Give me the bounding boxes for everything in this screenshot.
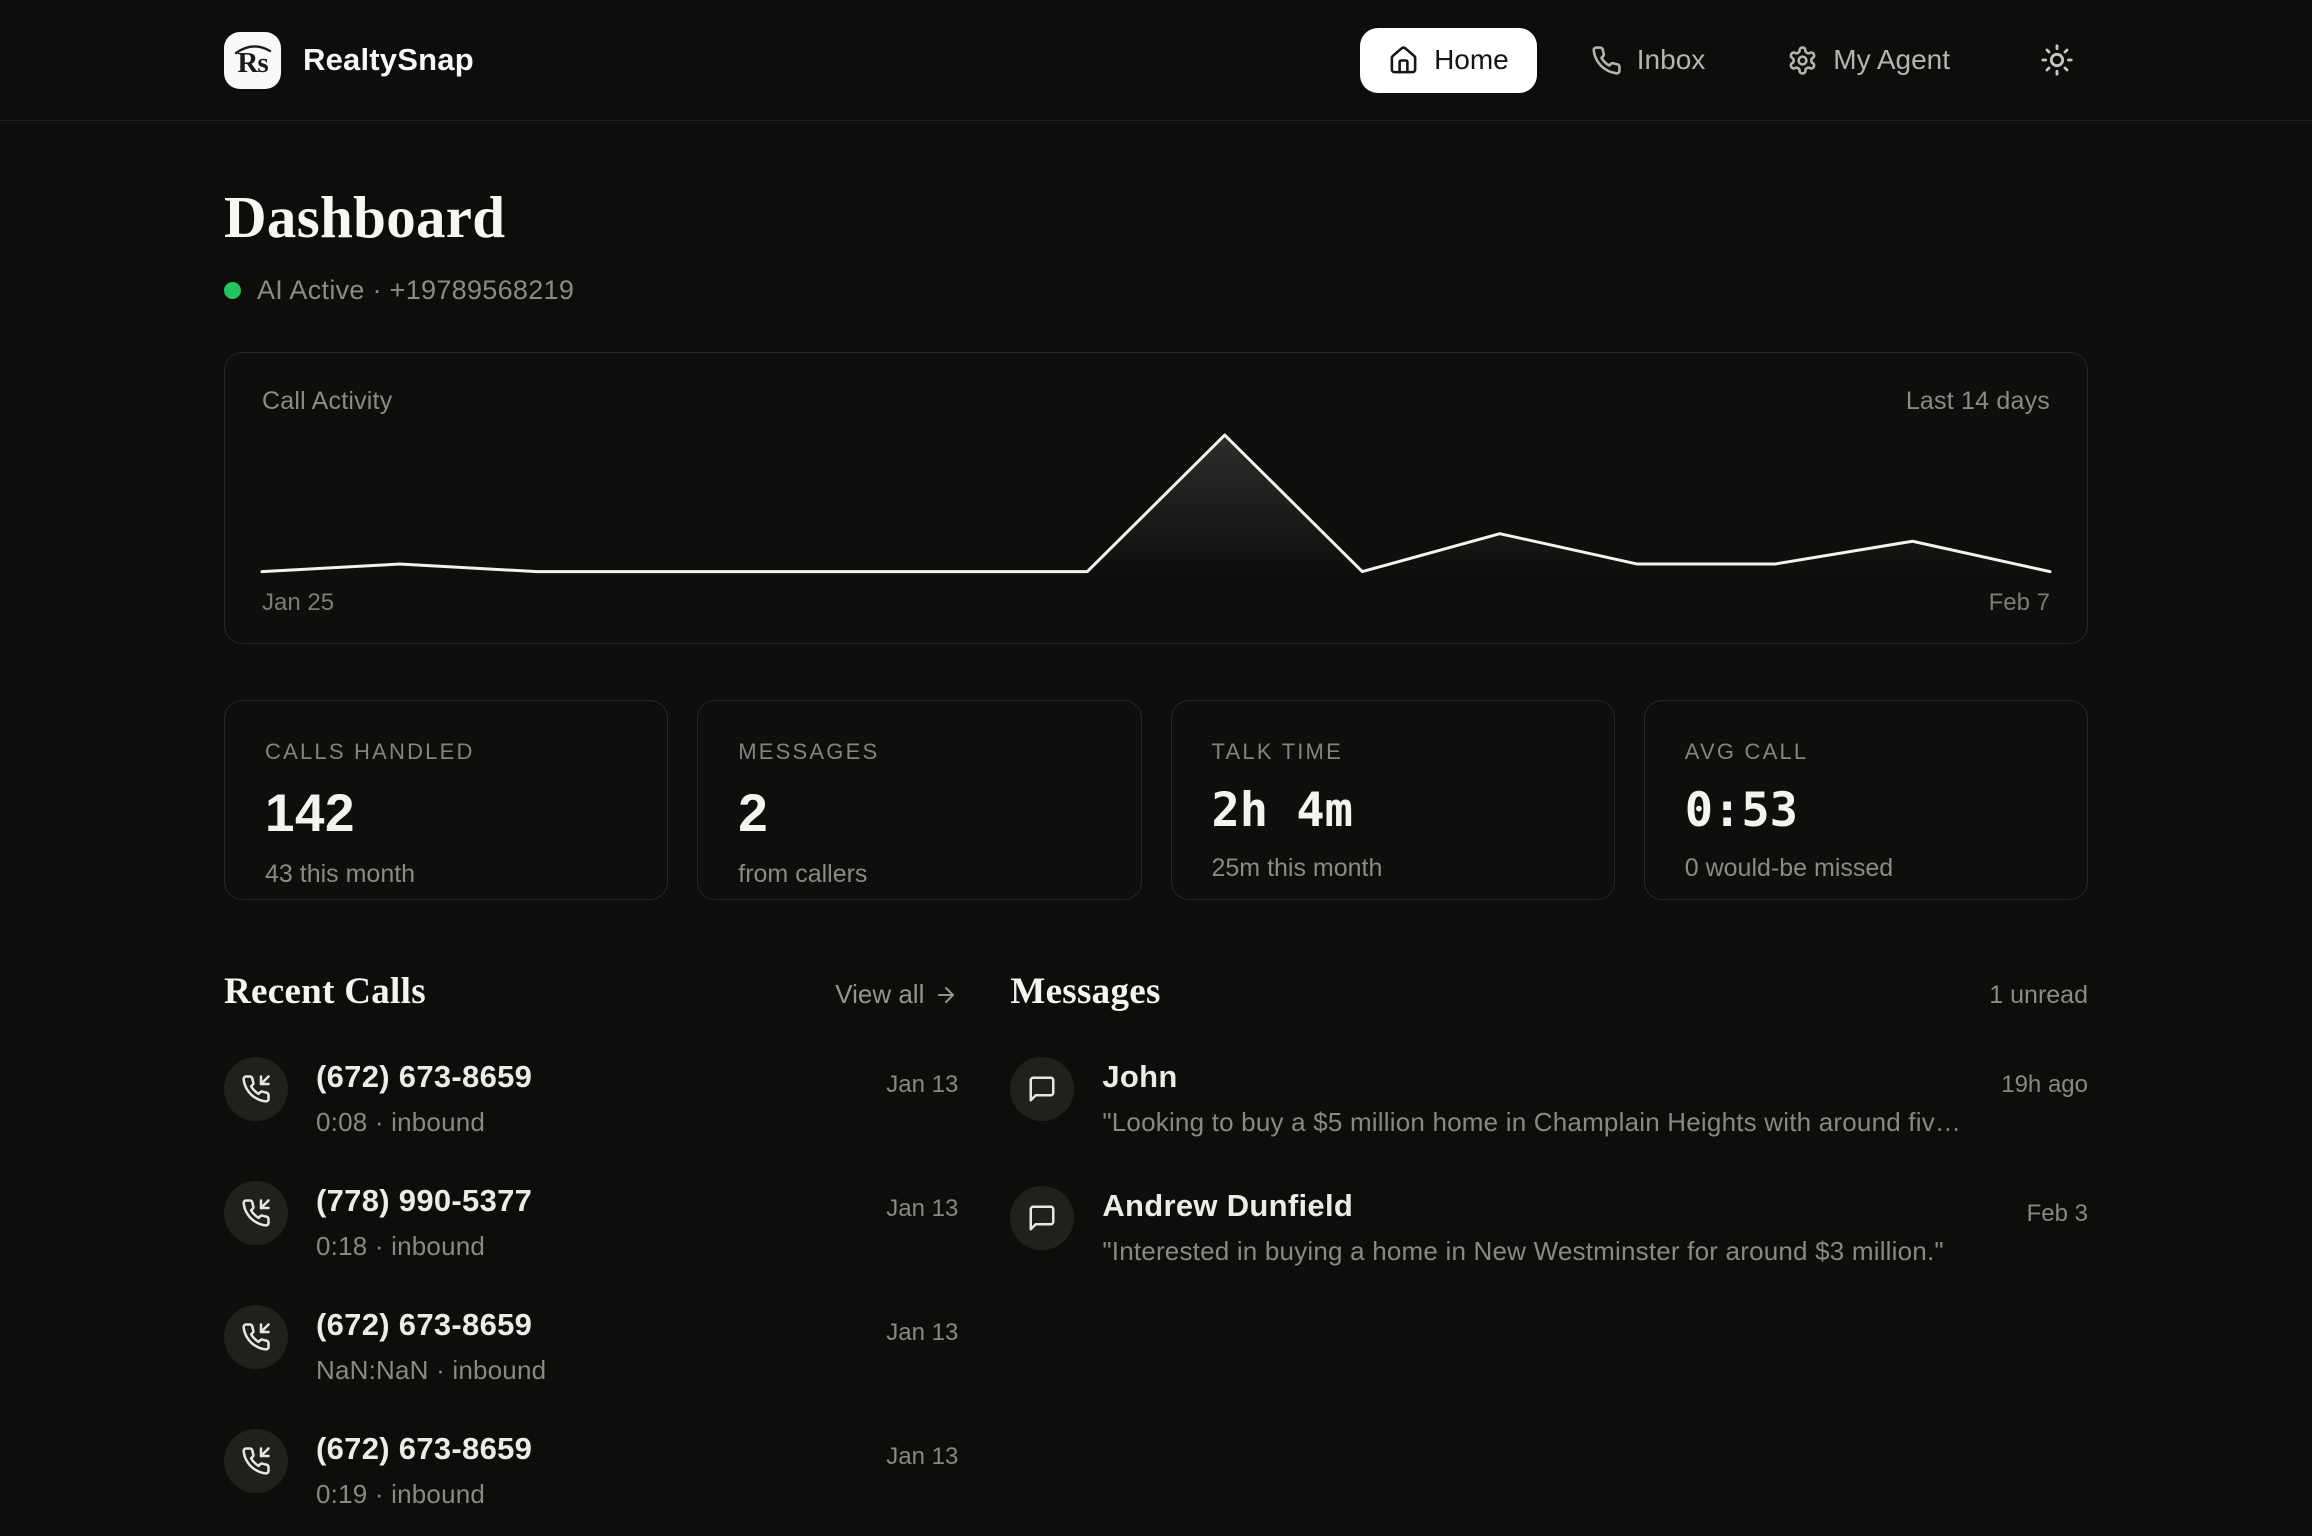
chart-line <box>262 435 2050 572</box>
call-row[interactable]: (672) 673-8659 NaN:NaN · inbound Jan 13 <box>224 1305 958 1386</box>
call-meta: NaN:NaN · inbound <box>316 1355 547 1385</box>
call-date: Jan 13 <box>886 1071 959 1098</box>
chat-bubble-icon <box>1029 1205 1055 1231</box>
stat-subtext: 0 would-be missed <box>1684 854 1894 882</box>
stat-label: CALLS HANDLED <box>265 739 475 764</box>
chart-range-label: Last 14 days <box>1905 387 2050 415</box>
logo-monogram: Rs <box>237 46 268 79</box>
message-preview: "Looking to buy a $5 million home in Cha… <box>1102 1107 1974 1137</box>
recent-calls-list: (672) 673-8659 0:08 · inbound Jan 13 <box>224 1057 958 1536</box>
recent-calls-section: Recent Calls View all <box>224 970 958 1536</box>
status-active-dot <box>224 282 241 299</box>
call-date: Jan 13 <box>886 1319 959 1346</box>
call-phone-number: (778) 990-5377 <box>316 1183 533 1218</box>
theme-toggle-button[interactable] <box>2026 29 2088 91</box>
stat-label: AVG CALL <box>1684 739 1809 764</box>
agent-status: AI Active · +19789568219 <box>224 275 2088 306</box>
call-phone-number: (672) 673-8659 <box>316 1307 533 1342</box>
top-navigation-bar: Rs RealtySnap Home Inbox <box>0 0 2312 121</box>
call-phone-number: (672) 673-8659 <box>316 1059 533 1094</box>
call-meta: 0:08 · inbound <box>316 1107 486 1137</box>
recent-calls-title: Recent Calls <box>224 971 426 1012</box>
call-avatar <box>224 1305 288 1369</box>
stats-row: CALLS HANDLED 142 43 this month MESSAGES… <box>224 700 2088 900</box>
call-row[interactable]: (778) 990-5377 0:18 · inbound Jan 13 <box>224 1181 958 1262</box>
home-icon <box>1390 45 1417 73</box>
stat-label: MESSAGES <box>738 739 880 764</box>
sun-icon <box>2041 44 2073 76</box>
page-title: Dashboard <box>224 184 506 250</box>
main-nav: Home Inbox My Agent <box>1360 27 2088 93</box>
nav-item-label: My Agent <box>1833 44 1950 75</box>
messages-title: Messages <box>1010 971 1161 1012</box>
message-row[interactable]: John "Looking to buy a $5 million home i… <box>1010 1057 2088 1138</box>
chart-x-start-label: Jan 25 <box>262 589 335 616</box>
call-meta: 0:18 · inbound <box>316 1231 486 1261</box>
messages-section: Messages 1 unread John "Looking to buy a… <box>1010 970 2088 1536</box>
stat-subtext: 25m this month <box>1211 854 1383 882</box>
message-time: 19h ago <box>2001 1071 2088 1098</box>
phone-incoming-icon <box>242 1199 270 1227</box>
nav-item-label: Inbox <box>1636 44 1706 75</box>
nav-item-label: Home <box>1434 44 1509 75</box>
message-preview: "Interested in buying a home in New West… <box>1102 1236 1944 1266</box>
message-sender-name: Andrew Dunfield <box>1102 1188 1354 1223</box>
main-content: Dashboard AI Active · +19789568219 Call … <box>224 183 2088 1536</box>
logo-roof-arc <box>234 44 271 54</box>
stat-label: TALK TIME <box>1211 739 1343 764</box>
chart-title: Call Activity <box>262 387 393 415</box>
phone-incoming-icon <box>242 1323 270 1351</box>
call-avatar <box>224 1181 288 1245</box>
call-phone-number: (672) 673-8659 <box>316 1431 533 1466</box>
brand-name: RealtySnap <box>303 42 474 77</box>
stat-card-calls-handled: CALLS HANDLED 142 43 this month <box>224 700 669 900</box>
call-avatar <box>224 1429 288 1493</box>
phone-incoming-icon <box>242 1447 270 1475</box>
nav-item-home[interactable]: Home <box>1360 27 1537 93</box>
messages-list: John "Looking to buy a $5 million home i… <box>1010 1057 2088 1267</box>
status-text: AI Active · +19789568219 <box>257 275 575 305</box>
stat-value: 2h 4m <box>1211 783 1353 838</box>
call-activity-chart <box>262 426 2050 575</box>
call-row[interactable]: (672) 673-8659 0:08 · inbound Jan 13 <box>224 1057 958 1138</box>
call-avatar <box>224 1057 288 1121</box>
call-meta: 0:19 · inbound <box>316 1479 486 1509</box>
unread-count-badge: 1 unread <box>1989 981 2088 1009</box>
call-date: Jan 13 <box>886 1195 959 1222</box>
stat-card-avg-call: AVG CALL 0:53 0 would-be missed <box>1643 700 2088 900</box>
call-date: Jan 13 <box>886 1443 959 1470</box>
message-row[interactable]: Andrew Dunfield "Interested in buying a … <box>1010 1186 2088 1267</box>
stat-value: 142 <box>265 784 355 843</box>
view-all-calls-link[interactable]: View all <box>835 979 958 1010</box>
realtysnap-logo-icon: Rs <box>224 31 281 89</box>
phone-icon <box>1592 45 1621 75</box>
view-all-label: View all <box>835 979 925 1009</box>
nav-item-my-agent[interactable]: My Agent <box>1759 28 1978 93</box>
arrow-right-icon <box>938 986 955 1003</box>
call-row[interactable]: (672) 673-8659 0:19 · inbound Jan 13 <box>224 1429 958 1510</box>
chat-bubble-icon <box>1029 1076 1055 1102</box>
stat-card-talk-time: TALK TIME 2h 4m 25m this month <box>1170 700 1615 900</box>
stat-value: 2 <box>738 784 769 843</box>
message-avatar <box>1010 1186 1075 1250</box>
phone-incoming-icon <box>242 1075 270 1103</box>
call-activity-card: Call Activity Last 14 days Jan 25 <box>224 352 2088 644</box>
stat-subtext: 43 this month <box>265 860 416 888</box>
chart-svg <box>262 426 2050 575</box>
stat-subtext: from callers <box>738 860 868 888</box>
stat-card-messages: MESSAGES 2 from callers <box>697 700 1142 900</box>
brand[interactable]: Rs RealtySnap <box>224 31 474 89</box>
nav-item-inbox[interactable]: Inbox <box>1563 28 1734 93</box>
chart-x-end-label: Feb 7 <box>1988 589 2050 616</box>
gear-icon <box>1789 45 1816 75</box>
message-avatar <box>1010 1057 1075 1121</box>
message-time: Feb 3 <box>2026 1200 2088 1227</box>
message-sender-name: John <box>1102 1059 1178 1094</box>
stat-value: 0:53 <box>1684 783 1798 838</box>
